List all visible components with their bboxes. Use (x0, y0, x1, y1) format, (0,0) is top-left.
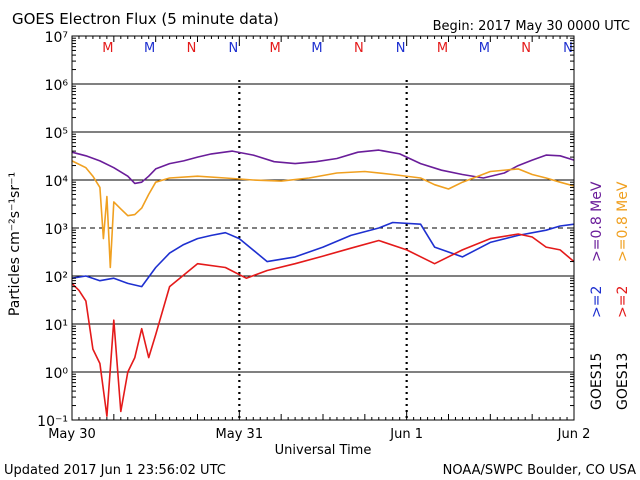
mn-marker: M (479, 41, 490, 56)
y-tick-label: 10⁵ (45, 126, 68, 142)
mn-marker: M (144, 41, 155, 56)
x-tick-label: Jun 2 (557, 427, 591, 442)
data-series (71, 149, 575, 418)
mn-marker: N (396, 41, 406, 56)
legend-goes13-name: GOES13 (615, 353, 631, 410)
series-line (71, 221, 575, 288)
series-line (71, 233, 575, 418)
chart-title: GOES Electron Flux (5 minute data) (12, 10, 279, 28)
y-tick-label: 10⁷ (45, 30, 68, 46)
y-tick-label: 10³ (45, 222, 68, 238)
mn-marker: N (187, 41, 197, 56)
mn-marker: M (102, 41, 113, 56)
legend-goes15-ge08: >=0.8 MeV (589, 181, 605, 262)
x-tick-label: Jun 1 (389, 427, 423, 442)
legend: >=2 >=0.8 MeV >=2 >=0.8 MeV GOES15 GOES13 (589, 181, 631, 410)
legend-goes15-name: GOES15 (589, 353, 605, 410)
begin-date: Begin: 2017 May 30 0000 UTC (433, 19, 630, 34)
mn-marker: N (354, 41, 364, 56)
mn-marker: N (563, 41, 573, 56)
legend-goes13-ge2: >=2 (615, 286, 631, 318)
mn-marker: M (437, 41, 448, 56)
y-tick-label: 10⁶ (45, 78, 69, 94)
y-tick-label: 10⁰ (45, 366, 69, 382)
mn-marker: N (228, 41, 238, 56)
y-tick-label: 10¹ (45, 318, 68, 334)
series-line (71, 149, 575, 185)
x-axis-label: Universal Time (275, 443, 372, 458)
updated-timestamp: Updated 2017 Jun 1 23:56:02 UTC (4, 463, 226, 478)
series-line (71, 160, 575, 269)
y-axis-ticks: 10⁻¹ 10⁰ 10¹ 10² 10³ 10⁴ 10⁵ 10⁶ 10⁷ (37, 30, 574, 430)
y-tick-label: 10⁻¹ (37, 414, 68, 430)
x-tick-label: May 31 (216, 427, 264, 442)
legend-goes15-ge2: >=2 (589, 286, 605, 318)
legend-goes13-ge08: >=0.8 MeV (615, 181, 631, 262)
mn-marker: M (311, 41, 322, 56)
x-tick-label: May 30 (48, 427, 96, 442)
y-tick-label: 10² (45, 270, 68, 286)
credit-text: NOAA/SWPC Boulder, CO USA (443, 463, 636, 478)
gridlines (72, 80, 574, 420)
y-tick-label: 10⁴ (45, 174, 69, 190)
mn-marker: N (521, 41, 531, 56)
mn-marker: M (270, 41, 281, 56)
x-axis-ticks: May 30 May 31 Jun 1 Jun 2 (48, 36, 590, 442)
y-axis-label: Particles cm⁻²s⁻¹sr⁻¹ (7, 172, 23, 316)
